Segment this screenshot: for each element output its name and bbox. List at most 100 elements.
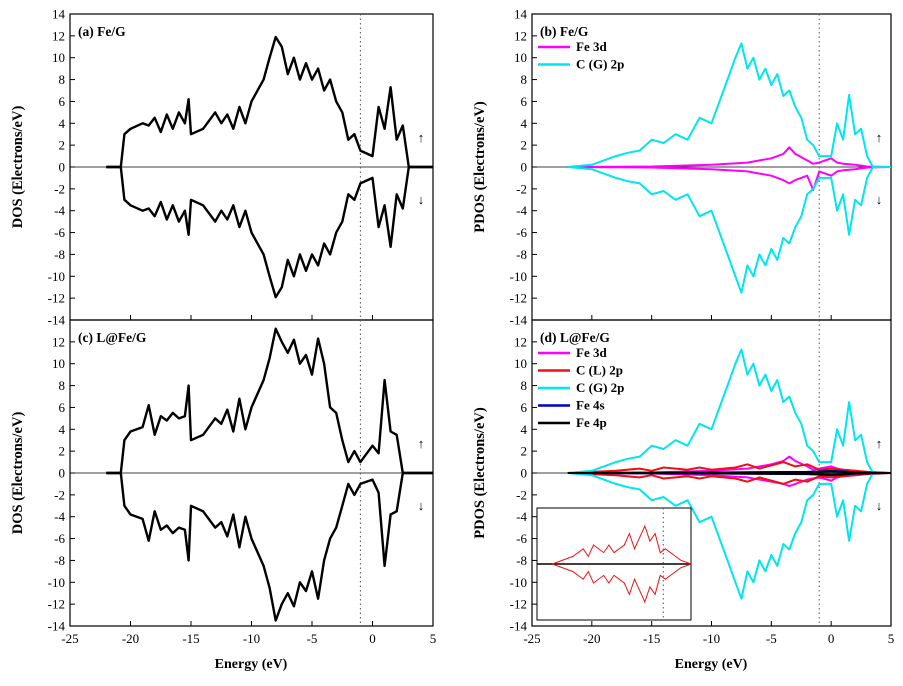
y-tick-label: 8: [521, 72, 528, 87]
panel-title: (a) Fe/G: [78, 24, 126, 39]
y-tick-label: 10: [52, 356, 65, 371]
y-tick-label: -12: [510, 291, 527, 306]
y-tick-label: -6: [54, 225, 65, 240]
y-tick-label: 10: [52, 50, 65, 65]
y-tick-label: -10: [48, 269, 65, 284]
series-line-fe-3d-spin-up: [567, 146, 892, 168]
panel-b: -14 -12 -10 -8 -6 -4 -2 0 2 4 6 8 10 12 14 PDOS (Electr…: [472, 7, 892, 328]
y-tick-label: 12: [52, 28, 65, 43]
legend-label: Fe 3d: [576, 345, 607, 360]
y-tick-label: 2: [521, 444, 528, 459]
legend: Fe 3d C (G) 2p: [538, 39, 624, 72]
series-line-c-g-2p-spin-up: [567, 348, 891, 474]
series-line-c-l-2p-spin-up: [567, 461, 892, 474]
series-line-c-g-2p-spin-down: [567, 472, 891, 600]
y-tick-label: -2: [54, 487, 65, 502]
y-tick-label: -8: [54, 553, 65, 568]
x-tick-label: 0: [369, 631, 376, 646]
x-tick-label: -15: [643, 631, 660, 646]
y-axis-label: PDOS (Electrons/eV): [472, 101, 488, 233]
y-tick-label: 6: [521, 94, 528, 109]
spin-up-arrow: ↑: [418, 130, 425, 145]
y-tick-label: 8: [521, 378, 528, 393]
series-line-c-l-2p-spin-down: [567, 472, 892, 485]
x-tick-label: -20: [583, 631, 600, 646]
y-tick-label: 10: [514, 50, 527, 65]
y-tick-label: 0: [59, 466, 66, 481]
x-tick-label: -15: [182, 631, 199, 646]
series-line-c-g-2p-spin-down: [567, 166, 891, 294]
y-tick-label: 12: [514, 334, 527, 349]
y-tick-label: 0: [521, 160, 528, 175]
legend-label: C (L) 2p: [576, 363, 623, 378]
y-tick-label: 8: [59, 72, 66, 87]
y-tick-label: -4: [516, 509, 527, 524]
y-tick-label: -6: [54, 531, 65, 546]
x-tick-label: 0: [828, 631, 835, 646]
panel-title: (d) L@Fe/G: [540, 330, 610, 345]
y-tick-label: -8: [516, 247, 527, 262]
y-tick-label: 2: [59, 444, 66, 459]
inset-series-up: [552, 524, 692, 565]
y-tick-label: 4: [521, 116, 528, 131]
y-tick-label: -12: [48, 597, 65, 612]
x-tick-label: 5: [430, 631, 437, 646]
y-tick-label: -8: [516, 553, 527, 568]
y-axis-label: DOS (Electrons/eV): [10, 106, 26, 229]
y-tick-label: -8: [54, 247, 65, 262]
series-line-fe-4p-spin-down: [567, 472, 892, 476]
y-tick-label: -6: [516, 531, 527, 546]
panel-title: (b) Fe/G: [540, 24, 589, 39]
y-tick-label: -4: [54, 509, 65, 524]
y-tick-label: -2: [516, 181, 527, 196]
inset-plot: [536, 507, 692, 621]
y-tick-label: 10: [514, 356, 527, 371]
series-line-total-dos-spin-down: [106, 165, 433, 299]
y-tick-label: -10: [510, 269, 527, 284]
x-axis-label: Energy (eV): [675, 657, 748, 672]
y-tick-label: 12: [52, 334, 65, 349]
series-line-fe-3d-spin-down: [567, 166, 892, 191]
y-tick-label: 6: [59, 400, 66, 415]
y-tick-label: 14: [514, 7, 528, 22]
legend-label: C (G) 2p: [576, 57, 624, 72]
x-tick-label: 5: [888, 631, 895, 646]
panel-title: (c) L@Fe/G: [78, 330, 147, 345]
legend-label: C (G) 2p: [576, 380, 624, 395]
y-tick-label: 0: [521, 466, 528, 481]
y-tick-label: 14: [52, 7, 66, 22]
y-tick-label: -4: [516, 203, 527, 218]
y-tick-label: 4: [521, 422, 528, 437]
spin-down-arrow: ↓: [876, 192, 883, 207]
y-tick-label: 8: [59, 378, 66, 393]
spin-down-arrow: ↓: [876, 498, 883, 513]
panel-a: -14 -12 -10 -8 -6 -4 -2 0 2 4 6 8 10 12 14 DOS (Electro…: [10, 7, 434, 328]
y-tick-label: 6: [59, 94, 66, 109]
x-tick-label: -5: [766, 631, 777, 646]
y-tick-label: 4: [59, 116, 66, 131]
y-tick-label: 2: [521, 138, 528, 153]
x-tick-label: -20: [122, 631, 139, 646]
series-line-total-dos-spin-up: [106, 327, 433, 475]
y-tick-label: -14: [510, 619, 528, 634]
legend: Fe 3d C (L) 2p C (G) 2p Fe 4s Fe 4p: [538, 345, 624, 430]
x-tick-label: -10: [703, 631, 720, 646]
series-line-total-dos-spin-up: [106, 35, 433, 169]
x-axis-label: Energy (eV): [215, 657, 288, 672]
inset-series-down: [552, 563, 692, 604]
y-tick-label: -14: [48, 619, 66, 634]
spin-up-arrow: ↑: [876, 436, 883, 451]
y-tick-label: -14: [48, 313, 66, 328]
series-line-total-dos-spin-down: [106, 471, 433, 622]
y-tick-label: -10: [48, 575, 65, 590]
legend-label: Fe 4s: [576, 398, 605, 413]
spin-down-arrow: ↓: [418, 498, 425, 513]
y-tick-label: -2: [516, 487, 527, 502]
spin-down-arrow: ↓: [418, 192, 425, 207]
y-tick-label: 0: [59, 160, 66, 175]
x-tick-label: -25: [523, 631, 540, 646]
legend-label: Fe 4p: [576, 415, 607, 430]
y-tick-label: -6: [516, 225, 527, 240]
y-axis-label: PDOS (Electrons/eV): [472, 407, 488, 539]
